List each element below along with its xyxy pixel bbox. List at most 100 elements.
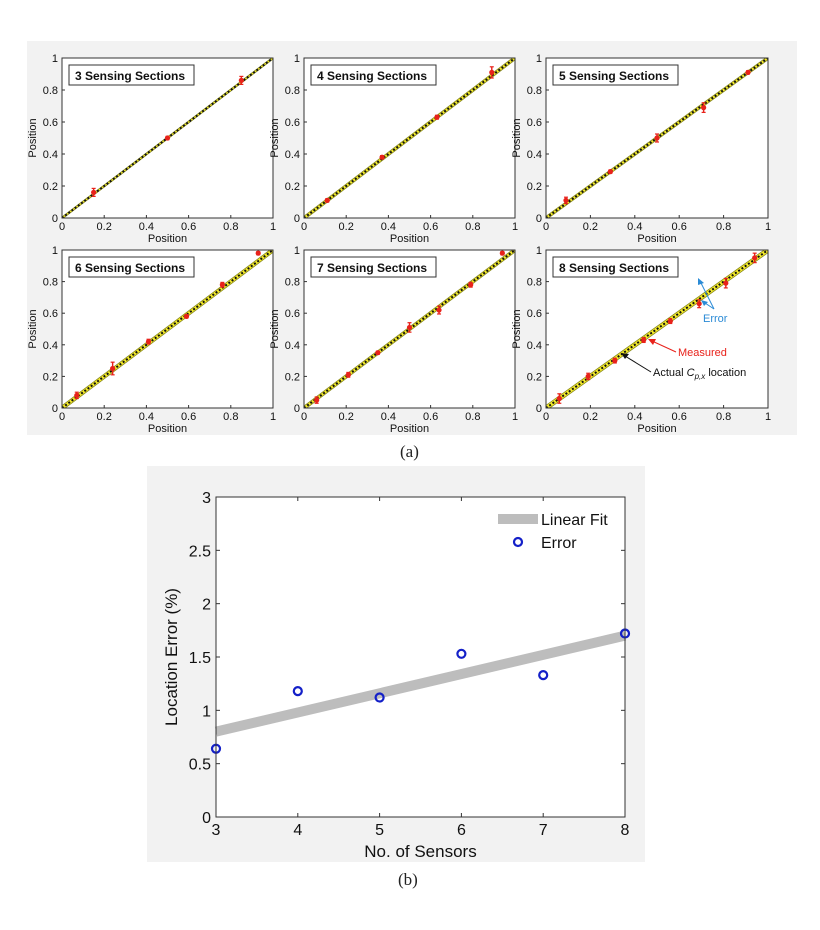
measured-point: [468, 282, 474, 288]
x-tick-label: 0.8: [223, 221, 238, 233]
measured-point: [745, 69, 751, 75]
panel-b-caption: (b): [398, 870, 418, 889]
x-tick-label: 1: [765, 411, 771, 423]
x-axis-label: Position: [637, 423, 676, 435]
x-tick-label: 0.2: [583, 411, 598, 423]
x-tick-label: 1: [270, 411, 276, 423]
x-tick-label: 1: [270, 221, 276, 233]
error-annotation-label: Error: [703, 313, 728, 325]
y-tick-label: 0.8: [43, 277, 58, 289]
measured-point: [379, 154, 385, 160]
small-plot-4: 0 0.2 0.4 0.6 0.8 1 0 0.2 0.4 0.6 0.8 1 Position Posi…: [27, 245, 276, 435]
actual-arrowhead: [621, 353, 629, 359]
x-tick-label: 0.8: [716, 221, 731, 233]
x-tick-label: 1: [512, 221, 518, 233]
x-tick-label: 0.6: [181, 411, 196, 423]
x-tick-label: 0.8: [465, 411, 480, 423]
measured-point: [345, 372, 351, 378]
error-point: [456, 648, 467, 659]
y-axis-label: Location Error (%): [162, 588, 181, 726]
y-tick-label: 0: [294, 403, 300, 415]
measured-point: [145, 339, 152, 345]
y-tick-label: 0.6: [285, 117, 300, 129]
y-tick-label: 0.4: [43, 149, 58, 161]
y-tick-label: 0.4: [285, 340, 300, 352]
x-tick-label: 0: [543, 411, 549, 423]
measured-point: [183, 313, 190, 319]
x-tick-label: 0: [301, 411, 307, 423]
plot-title: 4 Sensing Sections: [317, 69, 427, 83]
y-tick-label: 0: [52, 403, 58, 415]
y-tick-label: 0.2: [43, 181, 58, 193]
measured-point: [324, 197, 330, 203]
x-tick-label: 0.6: [672, 411, 687, 423]
y-tick-label: 0: [52, 213, 58, 225]
plot-frame: [545, 249, 769, 409]
y-tick-label: 0.2: [527, 181, 542, 193]
x-tick-label: 0.6: [423, 411, 438, 423]
plot-title-box: [552, 256, 679, 278]
error-arrowhead: [698, 278, 704, 285]
x-tick-label: 0.4: [139, 221, 154, 233]
x-axis-label: No. of Sensors: [364, 842, 476, 861]
y-tick-label: 0.2: [285, 181, 300, 193]
y-tick-label: 0.8: [527, 277, 542, 289]
y-tick-label: 0.5: [189, 757, 211, 774]
actual-annotation-suffix: location: [705, 367, 746, 379]
plot-title: 6 Sensing Sections: [75, 261, 185, 275]
measured-point: [654, 135, 660, 141]
y-tick-label: 0.6: [43, 308, 58, 320]
measured-point: [406, 324, 413, 331]
measured-point: [375, 350, 381, 356]
y-tick-label: 2: [202, 597, 211, 614]
x-axis-label: Position: [390, 423, 429, 435]
plot-content: [546, 58, 768, 218]
y-axis-label: Position: [27, 118, 39, 157]
y-tick-label: 0: [202, 810, 211, 827]
x-axis-label: Position: [148, 423, 187, 435]
plot-content: [62, 58, 273, 218]
measured-point: [752, 255, 758, 261]
y-tick-label: 1: [52, 245, 58, 257]
plot-title: 3 Sensing Sections: [75, 69, 185, 83]
x-tick-label: 0.6: [181, 221, 196, 233]
measured-point: [164, 135, 171, 141]
x-tick-label: 0.2: [583, 221, 598, 233]
plot-content: [304, 250, 515, 408]
small-plot-1: 0 0.2 0.4 0.6 0.8 1 0 0.2 0.4 0.6 0.8 1 Position Posi…: [27, 53, 276, 245]
y-tick-label: 0.6: [285, 308, 300, 320]
plot-frame: [545, 57, 769, 219]
measured-point: [434, 114, 440, 120]
y-tick-label: 0.8: [285, 85, 300, 97]
x-tick-label: 6: [457, 822, 466, 839]
measured-point: [255, 250, 261, 256]
x-tick-label: 0.4: [381, 411, 396, 423]
error-point: [374, 692, 385, 703]
x-tick-label: 0: [59, 221, 65, 233]
x-tick-label: 1: [765, 221, 771, 233]
y-tick-label: 1: [536, 245, 542, 257]
measured-point: [499, 250, 505, 256]
measured-arrowhead: [648, 339, 656, 345]
actual-annotation-prefix: Actual: [653, 367, 687, 379]
y-axis-label: Position: [269, 118, 281, 157]
actual-arrow: [624, 355, 652, 373]
legend-label-linear-fit: Linear Fit: [541, 512, 608, 529]
x-axis-label: Position: [390, 233, 429, 245]
error-arrowhead: [701, 300, 708, 306]
measured-point: [110, 365, 116, 372]
x-tick-label: 3: [212, 822, 221, 839]
x-tick-label: 0.2: [339, 221, 354, 233]
plot-title: 5 Sensing Sections: [559, 69, 669, 83]
error-arrow: [699, 280, 715, 310]
x-tick-label: 0: [59, 411, 65, 423]
error-arrow: [704, 302, 715, 310]
y-axis-label: Position: [27, 309, 39, 348]
legend-swatch-error: [512, 536, 524, 548]
x-tick-label: 0.8: [223, 411, 238, 423]
y-tick-label: 0.2: [285, 371, 300, 383]
measured-annotation-label: Measured: [678, 347, 727, 359]
y-axis-label: Position: [511, 118, 523, 157]
x-tick-label: 0.6: [423, 221, 438, 233]
